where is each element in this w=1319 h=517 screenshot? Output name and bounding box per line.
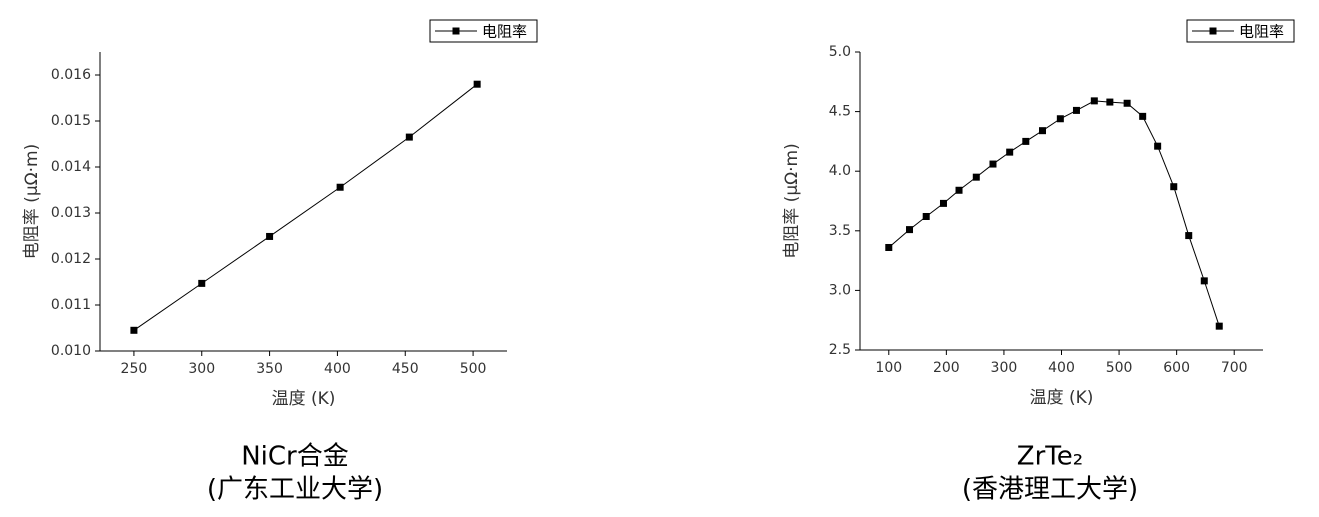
legend-label: 电阻率 [482,23,527,41]
marker [1123,99,1131,107]
x-axis-label: 温度 (K) [272,389,336,409]
y-tick-label: 5.0 [829,44,851,60]
y-tick-label: 4.5 [829,104,851,120]
caption: (广东工业大学) [207,475,383,505]
legend-box [1186,19,1295,43]
marker [266,232,274,240]
marker [972,173,980,181]
y-tick-label: 0.014 [51,159,91,175]
marker [939,199,947,207]
marker [1039,127,1047,135]
x-tick-label: 700 [1221,360,1248,376]
x-tick-label: 200 [933,360,960,376]
x-tick-label: 300 [188,361,215,377]
marker [989,160,997,168]
x-tick-label: 400 [1048,360,1075,376]
legend-marker [1209,27,1217,35]
y-tick-label: 3.0 [829,282,851,298]
marker [1185,232,1193,240]
x-tick-label: 500 [1106,360,1133,376]
x-tick-label: 350 [256,361,283,377]
x-tick-label: 300 [991,360,1018,376]
x-tick-label: 100 [875,360,902,376]
y-axis-label: 电阻率 (μΩ·m) [22,144,42,259]
x-axis-label: 温度 (K) [1030,388,1094,408]
caption: ZrTe₂ [1017,442,1083,472]
marker [1090,97,1098,105]
series-line [888,100,1220,327]
marker [922,212,930,220]
x-tick-label: 400 [324,361,351,377]
marker [955,186,963,194]
x-tick-label: 500 [460,361,487,377]
legend-box [429,19,538,43]
y-tick-label: 0.015 [51,113,91,129]
marker [906,226,914,234]
marker [885,243,893,251]
marker [1072,106,1080,114]
marker [1154,142,1162,150]
marker [1139,112,1147,120]
legend-marker [452,27,460,35]
y-tick-label: 4.0 [829,163,851,179]
caption: (香港理工大学) [962,475,1138,505]
y-axis-label: 电阻率 (μΩ·m) [782,143,802,258]
marker [1215,322,1223,330]
marker [405,133,413,141]
marker [473,80,481,88]
marker [1022,137,1030,145]
x-tick-label: 600 [1163,360,1190,376]
y-tick-label: 0.013 [51,205,91,221]
y-tick-label: 0.011 [51,297,91,313]
marker [1106,98,1114,106]
y-tick-label: 0.010 [51,343,91,359]
series-line [133,83,478,331]
x-tick-label: 450 [392,361,419,377]
y-tick-label: 3.5 [829,223,851,239]
caption: NiCr合金 [241,442,349,472]
marker [336,183,344,191]
marker [1200,277,1208,285]
legend-label: 电阻率 [1239,23,1284,41]
marker [1056,115,1064,123]
x-tick-label: 250 [121,361,148,377]
marker [1006,148,1014,156]
y-tick-label: 0.016 [51,67,91,83]
marker [198,279,206,287]
marker [130,326,138,334]
y-tick-label: 0.012 [51,251,91,267]
marker [1170,183,1178,191]
y-tick-label: 2.5 [829,342,851,358]
